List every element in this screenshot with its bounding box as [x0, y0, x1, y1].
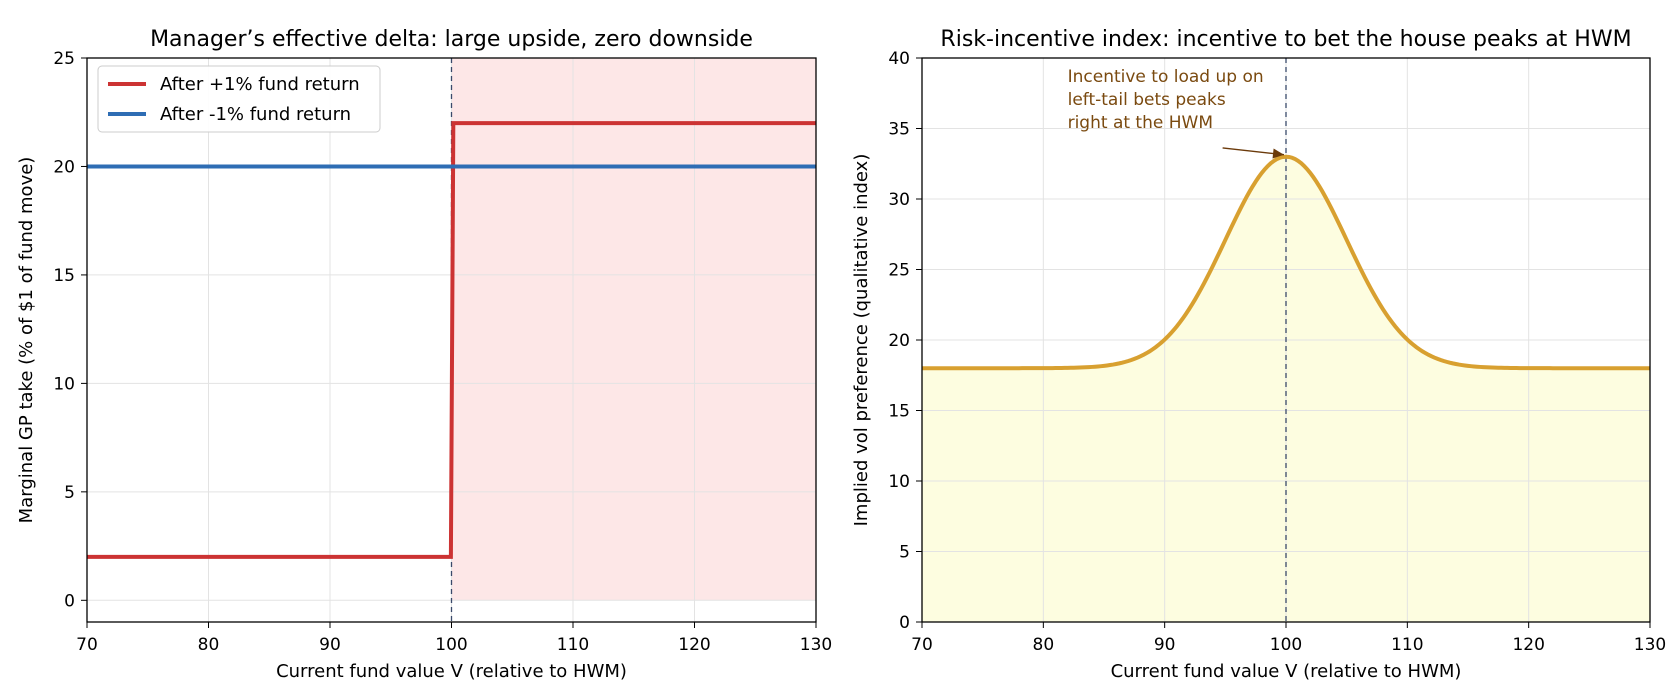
y-tick-label: 5 — [899, 543, 910, 563]
above-hwm-shaded-region — [451, 58, 816, 601]
chart-title: Manager’s effective delta: large upside,… — [150, 27, 753, 52]
x-tick-label: 100 — [435, 635, 467, 655]
y-tick-label: 15 — [888, 402, 910, 422]
x-tick-label: 70 — [76, 635, 98, 655]
x-tick-label: 100 — [1270, 635, 1302, 655]
y-tick-label: 35 — [888, 120, 910, 140]
series-line-plus-1pct — [87, 121, 816, 559]
x-axis-label: Current fund value V (relative to HWM) — [276, 661, 627, 682]
x-tick-label: 90 — [1154, 635, 1176, 655]
y-tick-label: 5 — [64, 483, 75, 503]
y-tick-label: 30 — [888, 190, 910, 210]
right-panel-risk-incentive: 70 80 90 100 110 120 130 0 5 10 15 20 25 30 35 40 Risk-i… — [851, 27, 1666, 682]
plot-frame — [86, 57, 817, 623]
y-tick-label: 15 — [53, 266, 75, 286]
y-tick-label: 0 — [899, 613, 910, 633]
x-tick-label: 130 — [1634, 635, 1666, 655]
y-tick-label: 25 — [888, 261, 910, 281]
x-tick-label: 80 — [1033, 635, 1055, 655]
y-tick-label: 10 — [888, 472, 910, 492]
plot-frame — [921, 57, 1651, 623]
x-tick-label: 120 — [1512, 635, 1544, 655]
left-panel-delta: 70 80 90 100 110 120 130 0 5 10 15 20 25 Manager’s ef… — [16, 27, 832, 682]
x-tick-label: 110 — [557, 635, 589, 655]
annotation-arrowhead — [1272, 148, 1284, 159]
risk-incentive-curve — [922, 154, 1650, 371]
annotation-text: Incentive to load up on left-tail bets pe… — [1068, 67, 1264, 133]
legend-box — [97, 65, 381, 133]
y-tick-label: 40 — [888, 49, 910, 69]
x-axis-label: Current fund value V (relative to HWM) — [1111, 661, 1462, 682]
annotation-line: left-tail bets peaks — [1068, 90, 1226, 110]
annotation-line: right at the HWM — [1068, 113, 1213, 133]
x-tick-label: 90 — [319, 635, 341, 655]
y-axis-label: Marginal GP take (% of $1 of fund move) — [16, 157, 37, 524]
y-tick-label: 20 — [53, 157, 75, 177]
x-tick-label: 130 — [800, 635, 832, 655]
legend-label: After -1% fund return — [160, 104, 351, 125]
y-tick-label: 20 — [888, 331, 910, 351]
y-axis-label: Implied vol preference (qualitative inde… — [851, 154, 872, 527]
x-tick-label: 80 — [198, 635, 220, 655]
chart-title: Risk-incentive index: incentive to bet t… — [940, 27, 1631, 52]
annotation-line: Incentive to load up on — [1068, 67, 1264, 87]
x-tick-label: 70 — [911, 635, 933, 655]
x-tick-label: 110 — [1391, 635, 1423, 655]
y-tick-label: 25 — [53, 49, 75, 69]
x-tick-label: 120 — [678, 635, 710, 655]
y-tick-label: 0 — [64, 591, 75, 611]
legend-label: After +1% fund return — [160, 74, 360, 95]
y-tick-label: 10 — [53, 374, 75, 394]
